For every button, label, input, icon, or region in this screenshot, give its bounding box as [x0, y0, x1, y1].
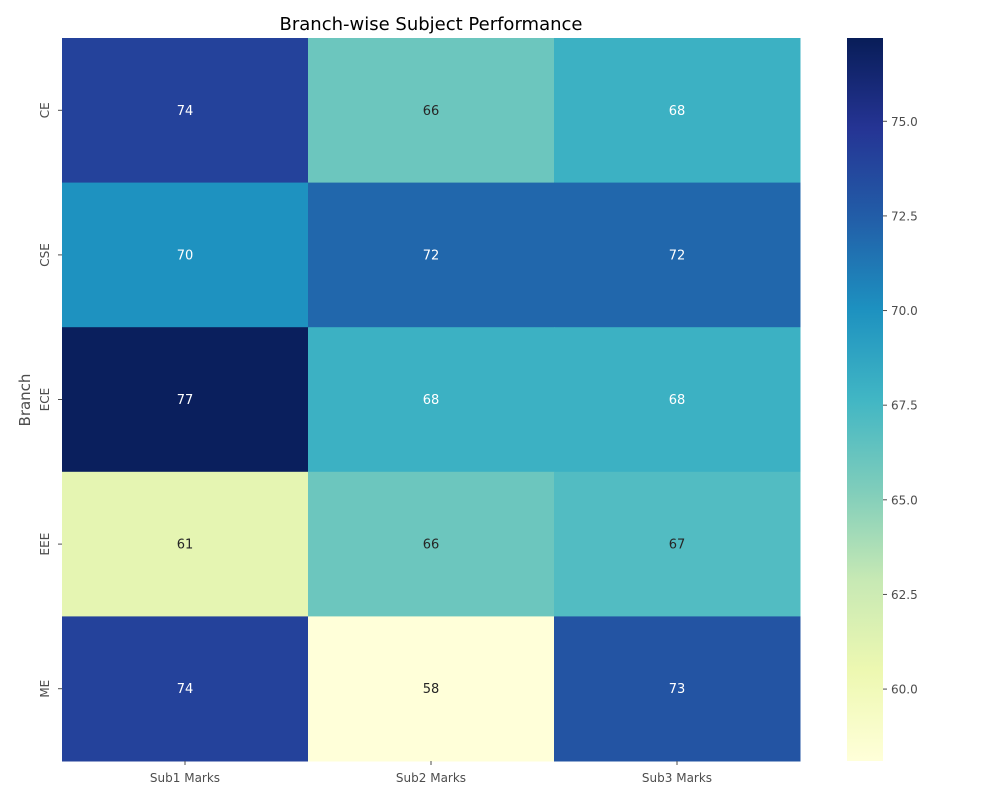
cell-value-label: 61	[177, 538, 194, 553]
cell-value-label: 72	[669, 248, 686, 263]
heatmap-cell	[554, 616, 801, 762]
cell-value-label: 74	[177, 104, 194, 119]
cell-value-label: 72	[423, 248, 440, 263]
cell-value-label: 74	[177, 682, 194, 697]
y-tick-label: EEE	[38, 533, 52, 556]
cell-value-label: 67	[669, 538, 686, 553]
x-tick-label: Sub1 Marks	[150, 771, 220, 785]
heatmap-cell	[62, 616, 309, 762]
heatmap-cell	[62, 38, 309, 184]
heatmap-cell	[308, 616, 555, 762]
chart-title: Branch-wise Subject Performance	[280, 14, 583, 35]
y-tick-label: ECE	[38, 388, 52, 412]
heatmap-cell	[554, 471, 801, 617]
cell-value-label: 73	[669, 682, 686, 697]
cell-value-label: 68	[669, 104, 686, 119]
cell-value-label: 66	[423, 538, 440, 553]
cell-value-label: 66	[423, 104, 440, 119]
y-axis: CE CSE ECE EEE ME	[38, 102, 62, 698]
heatmap-cell	[554, 38, 801, 184]
heatmap-cell	[308, 327, 555, 473]
colorbar-tick-label: 72.5	[891, 209, 918, 223]
heatmap-cell	[554, 327, 801, 473]
colorbar-gradient	[847, 38, 883, 761]
x-tick-label: Sub2 Marks	[396, 771, 466, 785]
heatmap-cell	[308, 182, 555, 328]
colorbar-tick-label: 70.0	[891, 304, 918, 318]
heatmap-cells: 74 66 68 70 72 72 77 68 68 61 66 67 74 58 73	[62, 38, 801, 762]
cell-value-label: 77	[177, 393, 194, 408]
heatmap-cell	[62, 471, 309, 617]
x-axis: Sub1 Marks Sub2 Marks Sub3 Marks	[150, 761, 712, 785]
y-tick-label: ME	[38, 680, 52, 698]
colorbar-tick-label: 60.0	[891, 683, 918, 697]
x-tick-label: Sub3 Marks	[642, 771, 712, 785]
cell-value-label: 68	[669, 393, 686, 408]
heatmap-cell	[62, 182, 309, 328]
heatmap-cell	[308, 471, 555, 617]
colorbar: 60.0 62.5 65.0 67.5 70.0 72.5 75.0	[847, 38, 918, 761]
heatmap-cell	[308, 38, 555, 184]
cell-value-label: 58	[423, 682, 440, 697]
y-tick-label: CSE	[38, 243, 52, 267]
colorbar-tick-label: 62.5	[891, 588, 918, 602]
y-tick-label: CE	[38, 102, 52, 118]
colorbar-tick-label: 65.0	[891, 493, 918, 507]
cell-value-label: 68	[423, 393, 440, 408]
heatmap-cell	[62, 327, 309, 473]
heatmap-cell	[554, 182, 801, 328]
y-axis-label: Branch	[16, 374, 34, 427]
colorbar-tick-label: 75.0	[891, 115, 918, 129]
cell-value-label: 70	[177, 248, 194, 263]
colorbar-tick-label: 67.5	[891, 399, 918, 413]
